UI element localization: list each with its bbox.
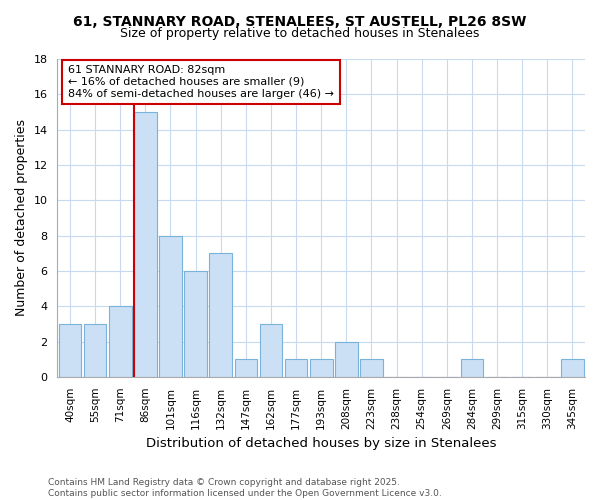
Bar — [461, 359, 483, 377]
Bar — [360, 359, 383, 377]
Text: 61 STANNARY ROAD: 82sqm
← 16% of detached houses are smaller (9)
84% of semi-det: 61 STANNARY ROAD: 82sqm ← 16% of detache… — [68, 66, 334, 98]
Bar — [335, 342, 358, 377]
Bar — [235, 359, 257, 377]
Text: 61, STANNARY ROAD, STENALEES, ST AUSTELL, PL26 8SW: 61, STANNARY ROAD, STENALEES, ST AUSTELL… — [73, 15, 527, 29]
Bar — [260, 324, 282, 377]
Bar — [184, 271, 207, 377]
Text: Contains HM Land Registry data © Crown copyright and database right 2025.
Contai: Contains HM Land Registry data © Crown c… — [48, 478, 442, 498]
Text: Size of property relative to detached houses in Stenalees: Size of property relative to detached ho… — [121, 28, 479, 40]
X-axis label: Distribution of detached houses by size in Stenalees: Distribution of detached houses by size … — [146, 437, 496, 450]
Bar — [59, 324, 81, 377]
Bar — [310, 359, 332, 377]
Bar — [109, 306, 131, 377]
Bar — [84, 324, 106, 377]
Bar — [159, 236, 182, 377]
Bar — [209, 253, 232, 377]
Y-axis label: Number of detached properties: Number of detached properties — [15, 120, 28, 316]
Bar — [561, 359, 584, 377]
Bar — [285, 359, 307, 377]
Bar — [134, 112, 157, 377]
